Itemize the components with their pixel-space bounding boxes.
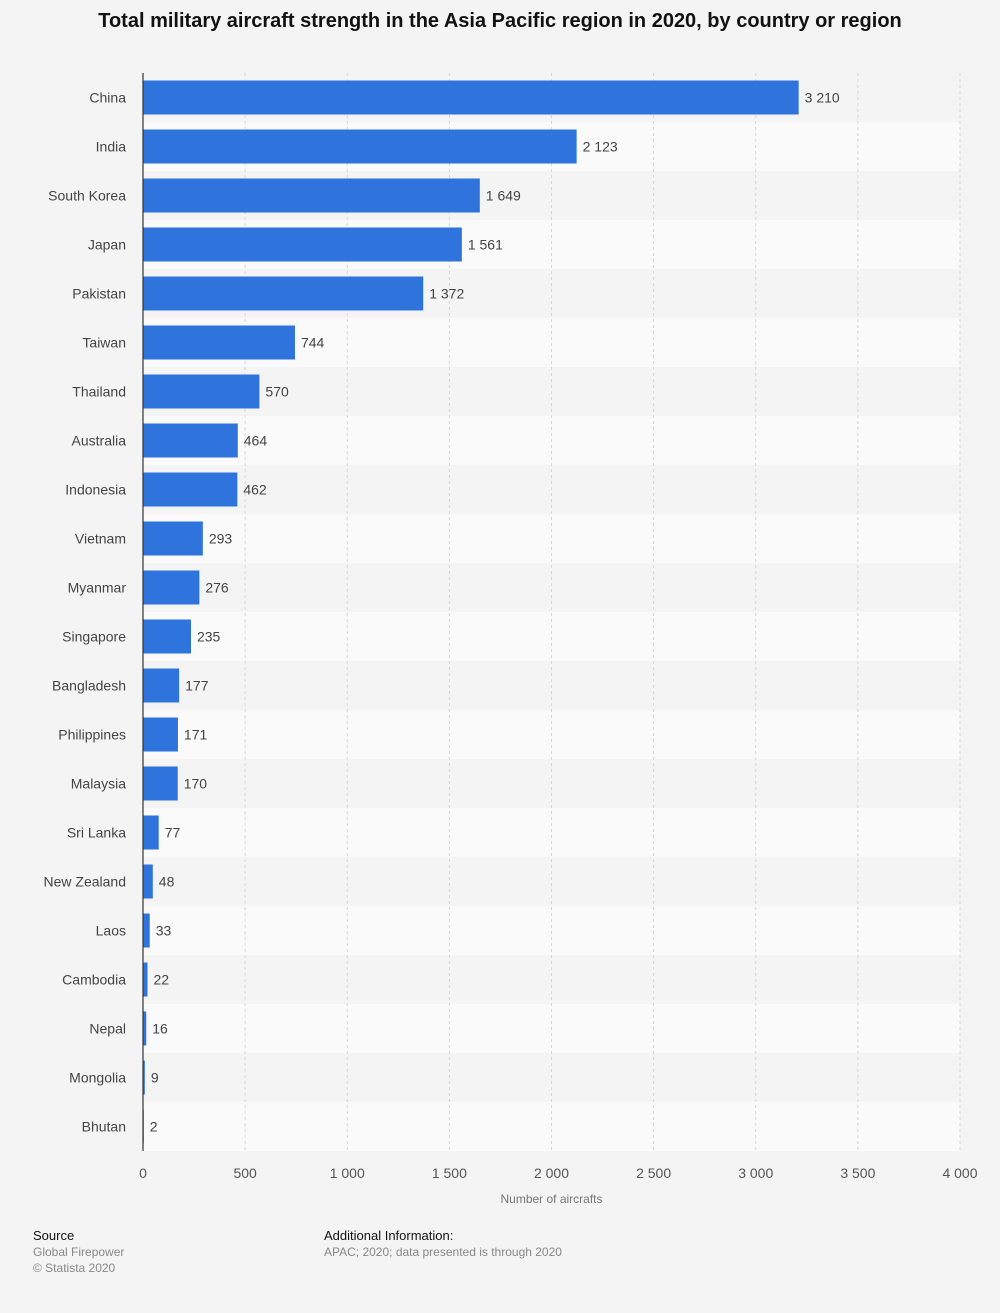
x-tick-label: 500: [233, 1165, 257, 1181]
value-label: 570: [265, 384, 289, 400]
value-label: 3 210: [805, 90, 840, 106]
bar-cambodia[interactable]: [143, 962, 148, 997]
value-label: 1 561: [468, 237, 503, 253]
x-tick-label: 2 500: [636, 1165, 671, 1181]
category-label: Bangladesh: [52, 678, 126, 694]
bar-australia[interactable]: [143, 423, 238, 458]
bar-indonesia[interactable]: [143, 472, 238, 507]
row-band: [143, 857, 960, 906]
category-label: Japan: [88, 237, 126, 253]
category-label: Nepal: [89, 1021, 126, 1037]
category-label: New Zealand: [44, 874, 127, 890]
info-text: APAC; 2020; data presented is through 20…: [324, 1245, 562, 1259]
bar-thailand[interactable]: [143, 374, 260, 409]
bar-myanmar[interactable]: [143, 570, 200, 605]
category-label: Philippines: [58, 727, 126, 743]
category-label: Indonesia: [65, 482, 126, 498]
bar-chart: China 3 210 India 2 123 South Korea 1 649 Japa…: [44, 73, 978, 1206]
x-tick-label: 3 500: [840, 1165, 875, 1181]
value-label: 171: [184, 727, 208, 743]
bar-nepal[interactable]: [143, 1011, 147, 1046]
x-tick-label: 1 000: [330, 1165, 365, 1181]
value-label: 48: [159, 874, 175, 890]
x-tick-label: 2 000: [534, 1165, 569, 1181]
value-label: 170: [184, 776, 208, 792]
category-label: Laos: [96, 923, 126, 939]
value-label: 293: [209, 531, 233, 547]
source-name[interactable]: Global Firepower: [33, 1245, 125, 1259]
bar-malaysia[interactable]: [143, 766, 178, 801]
x-axis-title: Number of aircrafts: [500, 1192, 602, 1206]
category-label: Australia: [72, 433, 127, 449]
value-label: 2 123: [583, 139, 618, 155]
info-heading: Additional Information:: [324, 1228, 454, 1243]
value-label: 1 372: [429, 286, 464, 302]
value-label: 276: [205, 580, 229, 596]
category-label: India: [96, 139, 127, 155]
source-block: Source Global Firepower © Statista 2020: [33, 1228, 124, 1276]
additional-info-block: Additional Information: APAC; 2020; data…: [324, 1228, 562, 1260]
value-label: 9: [151, 1070, 159, 1086]
category-label: Vietnam: [75, 531, 126, 547]
category-label: Cambodia: [62, 972, 126, 988]
bar-japan[interactable]: [143, 227, 462, 262]
copyright-text: © Statista 2020: [33, 1261, 116, 1275]
bar-philippines[interactable]: [143, 717, 178, 752]
bar-new-zealand[interactable]: [143, 864, 153, 899]
row-band: [143, 563, 960, 612]
bar-india[interactable]: [143, 129, 577, 164]
category-label: Myanmar: [68, 580, 127, 596]
value-label: 464: [244, 433, 268, 449]
value-label: 235: [197, 629, 221, 645]
source-heading: Source: [33, 1228, 75, 1243]
category-label: Thailand: [72, 384, 126, 400]
category-label: Sri Lanka: [67, 825, 126, 841]
bar-taiwan[interactable]: [143, 325, 295, 360]
x-tick-label: 1 500: [432, 1165, 467, 1181]
category-label: Malaysia: [71, 776, 126, 792]
bar-mongolia[interactable]: [143, 1060, 145, 1095]
bar-bangladesh[interactable]: [143, 668, 180, 703]
value-label: 16: [152, 1021, 168, 1037]
bar-laos[interactable]: [143, 913, 150, 948]
bar-pakistan[interactable]: [143, 276, 424, 311]
value-label: 177: [185, 678, 209, 694]
bar-china[interactable]: [143, 80, 799, 115]
bar-singapore[interactable]: [143, 619, 191, 654]
value-label: 2: [150, 1119, 158, 1135]
value-label: 1 649: [486, 188, 521, 204]
chart-title: Total military aircraft strength in the …: [98, 10, 902, 32]
category-label: Taiwan: [82, 335, 126, 351]
value-label: 77: [165, 825, 181, 841]
x-tick-label: 3 000: [738, 1165, 773, 1181]
value-label: 22: [153, 972, 169, 988]
value-label: 744: [301, 335, 325, 351]
x-tick-label: 4 000: [942, 1165, 977, 1181]
category-label: South Korea: [48, 188, 126, 204]
category-label: China: [89, 90, 126, 106]
x-tick-label: 0: [139, 1165, 147, 1181]
category-label: Mongolia: [69, 1070, 126, 1086]
value-label: 462: [243, 482, 267, 498]
category-label: Bhutan: [82, 1119, 126, 1135]
bar-vietnam[interactable]: [143, 521, 203, 556]
category-label: Pakistan: [72, 286, 126, 302]
category-label: Singapore: [62, 629, 126, 645]
bar-sri-lanka[interactable]: [143, 815, 159, 850]
value-label: 33: [156, 923, 172, 939]
bar-south-korea[interactable]: [143, 178, 480, 213]
